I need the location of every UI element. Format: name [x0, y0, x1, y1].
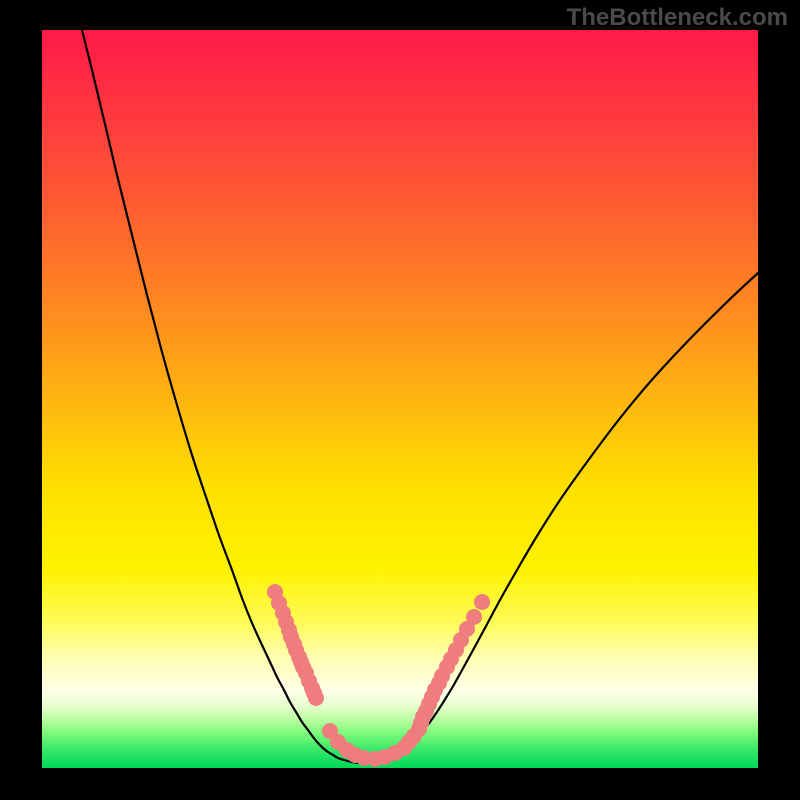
marker-group: [267, 584, 490, 767]
marker-dot: [308, 690, 324, 706]
chart-svg: [42, 30, 758, 768]
plot-area: [42, 30, 758, 768]
watermark-text: TheBottleneck.com: [567, 4, 788, 32]
marker-dot: [466, 609, 482, 625]
v-curve-line: [82, 30, 758, 763]
marker-dot: [474, 594, 490, 610]
